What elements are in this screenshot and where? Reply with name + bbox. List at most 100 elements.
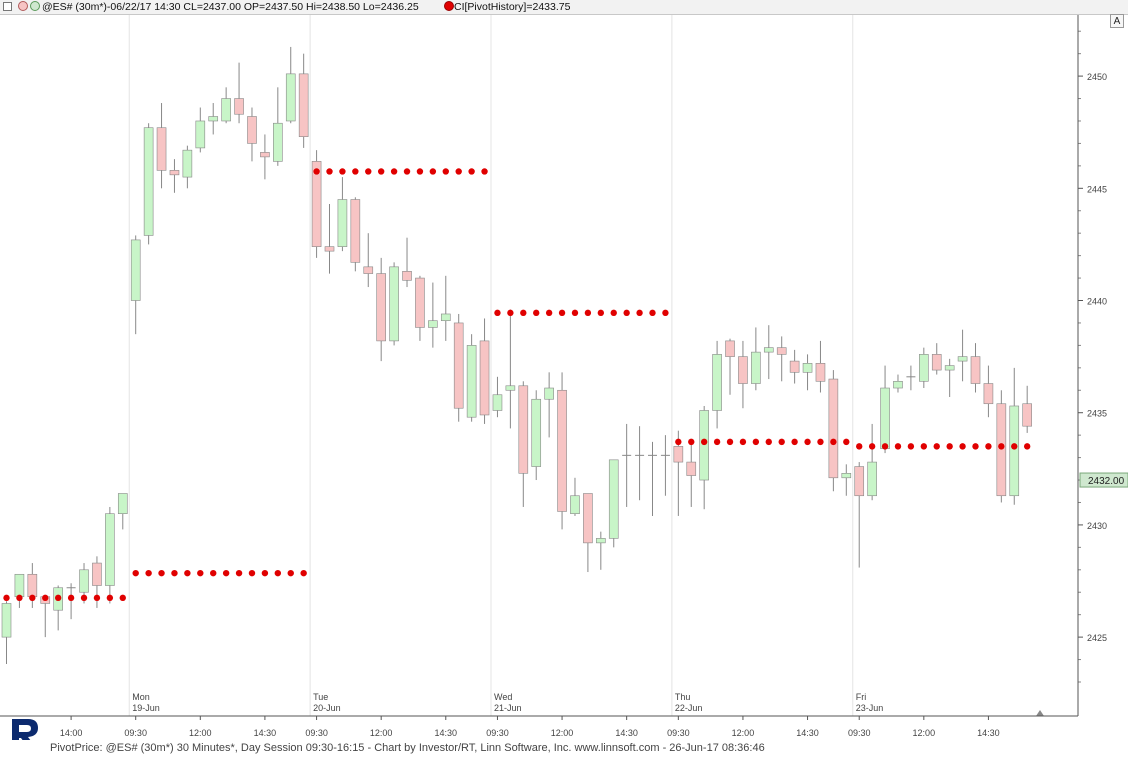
y-axis[interactable]: 2425 2430 2435 2440 2445 2450 2432.00 bbox=[1078, 30, 1128, 683]
pivot-dot bbox=[313, 168, 320, 175]
pivot-dot bbox=[455, 168, 462, 175]
candle-down bbox=[518, 385, 529, 474]
pivot-history-dots bbox=[3, 168, 1031, 602]
toggle-icon-green[interactable] bbox=[30, 1, 40, 11]
candle-down bbox=[376, 273, 386, 342]
candle-down bbox=[156, 127, 167, 171]
pivot-dot bbox=[248, 569, 256, 577]
pivot-dot bbox=[907, 443, 915, 450]
pivot-dot bbox=[210, 569, 217, 577]
pivot-dot bbox=[93, 594, 101, 602]
indicator-dot-icon[interactable] bbox=[444, 1, 454, 11]
candle-up bbox=[337, 199, 348, 247]
pivot-dot bbox=[390, 168, 398, 175]
pivot-dot bbox=[959, 443, 966, 450]
auto-scale-button[interactable]: A bbox=[1110, 14, 1124, 28]
pivot-dot bbox=[416, 168, 424, 175]
pivot-dot bbox=[29, 594, 36, 602]
x-tick-label: 14:30 bbox=[977, 728, 1000, 738]
candle-down bbox=[169, 170, 180, 176]
date-label: 20-Jun bbox=[313, 703, 341, 713]
x-tick-label: 14:00 bbox=[60, 728, 83, 738]
x-tick-label: 14:30 bbox=[435, 728, 458, 738]
indicator-readout: CI[PivotHistory]=2433.75 bbox=[454, 1, 571, 13]
pivot-dot bbox=[261, 569, 269, 577]
pivot-dot bbox=[42, 594, 49, 602]
date-label: 22-Jun bbox=[675, 703, 703, 713]
pivot-dot bbox=[713, 438, 721, 446]
pivot-dot bbox=[67, 594, 75, 602]
candle-up bbox=[880, 387, 890, 449]
candle-up bbox=[273, 122, 283, 162]
candle-up bbox=[14, 573, 25, 598]
candle-down bbox=[583, 493, 593, 544]
y-tick-label: 2450 bbox=[1087, 72, 1107, 82]
pivot-dot bbox=[184, 569, 191, 577]
pivot-dot bbox=[856, 443, 863, 450]
last-price-label: 2432.00 bbox=[1088, 476, 1125, 487]
pivot-dot bbox=[3, 594, 10, 602]
candle-up bbox=[867, 461, 877, 497]
pivot-dot bbox=[520, 309, 527, 317]
pivot-dot bbox=[1011, 443, 1018, 450]
pivot-dot bbox=[377, 168, 385, 175]
candle-up bbox=[130, 239, 141, 301]
pivot-dot bbox=[352, 168, 359, 175]
candle-down bbox=[324, 246, 335, 252]
menu-icon[interactable] bbox=[3, 2, 12, 11]
pivot-dot bbox=[830, 438, 837, 446]
chart-footer: PivotPrice: @ES# (30m*) 30 Minutes*, Day… bbox=[0, 740, 1128, 757]
day-label: Mon bbox=[132, 692, 150, 702]
candle-down bbox=[415, 277, 425, 328]
candle-up bbox=[608, 459, 619, 539]
x-tick-label: 12:00 bbox=[913, 728, 936, 738]
pivot-dot bbox=[326, 168, 333, 175]
pivot-dot bbox=[558, 309, 566, 317]
candle-up bbox=[440, 313, 451, 322]
candle-down bbox=[479, 340, 490, 416]
candle-down bbox=[828, 378, 839, 479]
x-axis[interactable]: 14:00 09:30 12:00 14:30 09:30 12:00 14:30 09:30… bbox=[60, 710, 1044, 738]
pivot-dot bbox=[197, 569, 204, 577]
toggle-icon-red[interactable] bbox=[18, 1, 28, 11]
pivot-dot bbox=[998, 443, 1005, 450]
pivot-dot bbox=[571, 309, 579, 317]
candle-up bbox=[919, 354, 929, 382]
x-tick-label: 09:30 bbox=[305, 728, 328, 738]
footer-caption: PivotPrice: @ES# (30m*) 30 Minutes*, Day… bbox=[50, 742, 765, 754]
candle-up bbox=[751, 351, 761, 384]
candle-down bbox=[1022, 403, 1032, 427]
last-price-marker bbox=[1079, 472, 1128, 488]
pivot-dot bbox=[985, 443, 992, 450]
pivot-dot bbox=[287, 569, 294, 577]
candle-down bbox=[776, 347, 787, 355]
candle-up bbox=[957, 356, 968, 362]
candle-up bbox=[143, 127, 154, 236]
pivot-dot bbox=[726, 438, 734, 446]
pivot-dot bbox=[765, 438, 772, 446]
candle-up bbox=[712, 354, 722, 411]
scroll-end-icon bbox=[1036, 710, 1044, 716]
candle-up bbox=[763, 347, 774, 353]
pivot-dot bbox=[119, 594, 126, 602]
candle-down bbox=[815, 363, 826, 382]
candle-down bbox=[970, 356, 981, 384]
candle-up bbox=[492, 394, 503, 411]
candle-up bbox=[117, 493, 128, 514]
pivot-dot bbox=[752, 438, 760, 446]
pivot-dot bbox=[158, 569, 165, 577]
pivot-dot bbox=[222, 569, 230, 577]
pivot-dot bbox=[545, 309, 553, 317]
candle-down bbox=[27, 573, 38, 598]
pivot-dot bbox=[778, 438, 785, 446]
pivot-dot bbox=[481, 168, 488, 175]
day-label: Wed bbox=[494, 692, 512, 702]
candle-up bbox=[841, 473, 852, 479]
candle-up bbox=[466, 345, 477, 418]
pivot-dot bbox=[1023, 443, 1031, 450]
pivot-dot bbox=[16, 594, 23, 602]
pivot-dot bbox=[274, 569, 282, 577]
candle-down bbox=[789, 360, 800, 373]
